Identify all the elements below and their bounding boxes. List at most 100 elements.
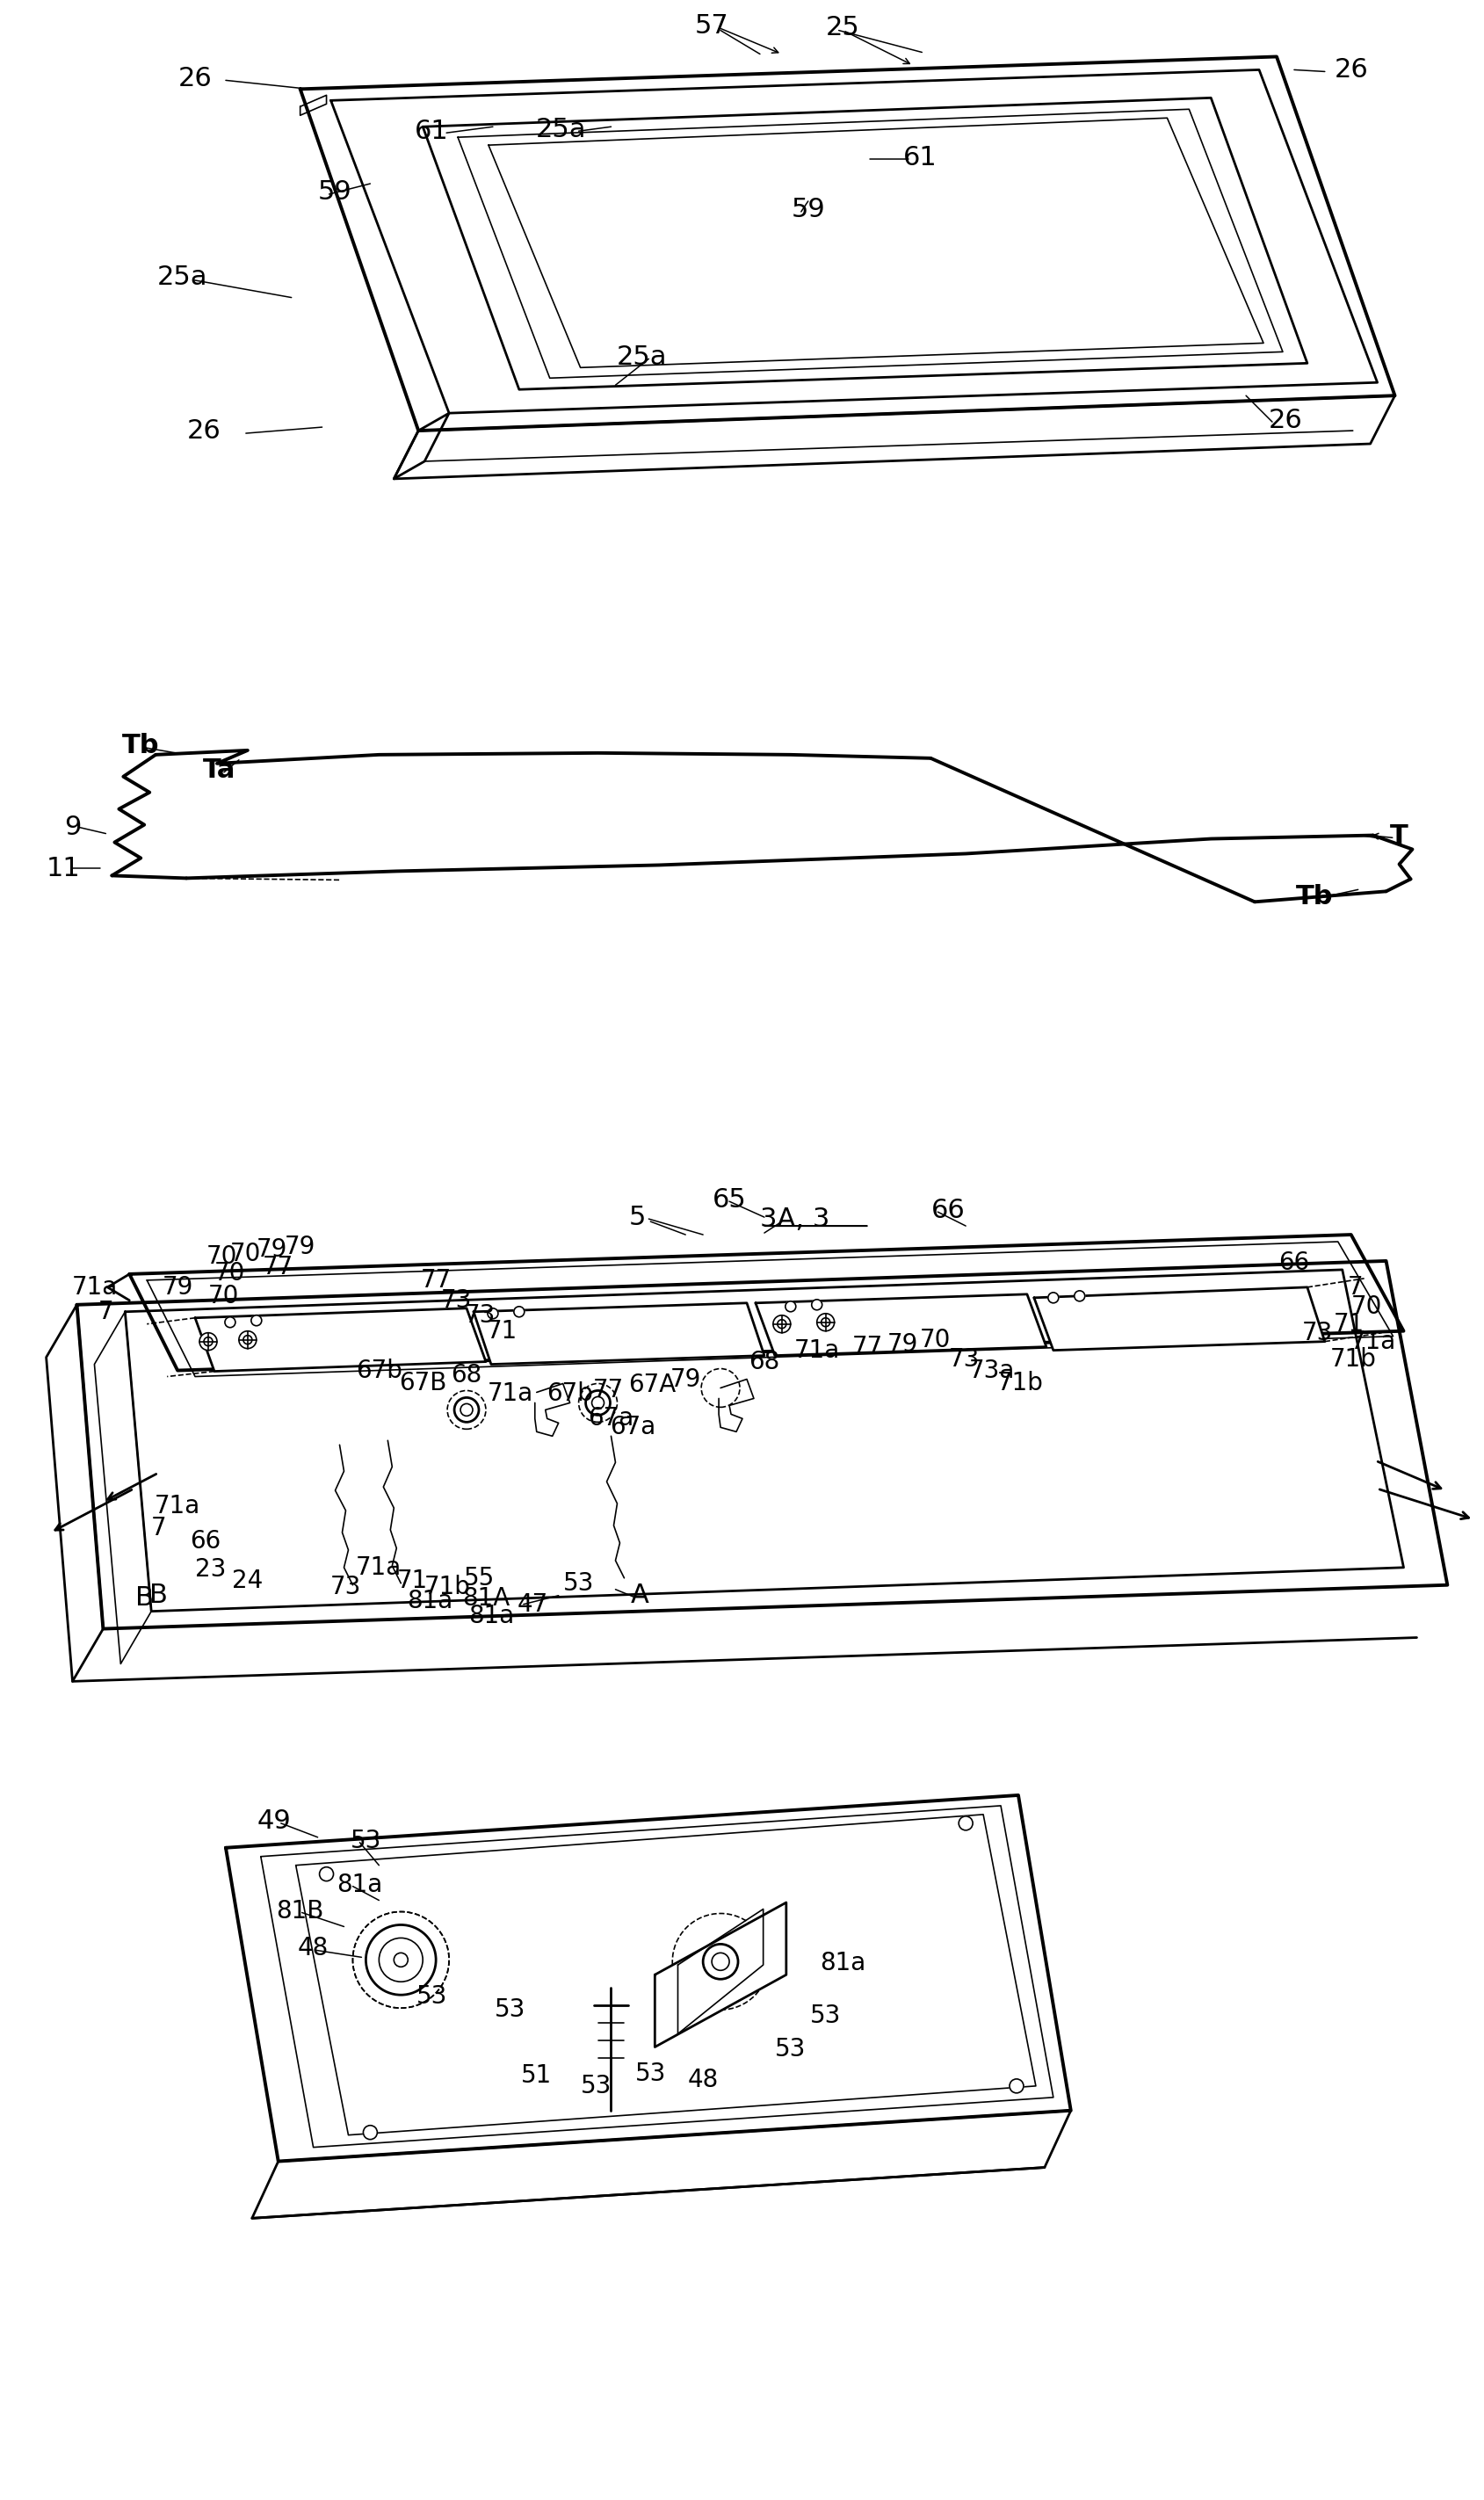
Text: 48: 48: [298, 1935, 329, 1960]
Text: 25: 25: [827, 15, 861, 40]
Polygon shape: [331, 70, 1377, 413]
Text: 66: 66: [932, 1197, 965, 1222]
Circle shape: [1009, 2080, 1024, 2092]
Text: T: T: [1391, 822, 1408, 850]
Text: Tb: Tb: [122, 732, 159, 758]
Circle shape: [226, 1318, 236, 1328]
Text: 61: 61: [414, 118, 448, 145]
Text: 26: 26: [187, 418, 221, 442]
Text: 53: 53: [775, 2037, 806, 2062]
Circle shape: [812, 1300, 822, 1310]
Text: 57: 57: [695, 12, 729, 38]
Text: 73: 73: [441, 1288, 472, 1312]
Circle shape: [364, 2125, 377, 2140]
Text: 70: 70: [230, 1242, 261, 1265]
Circle shape: [239, 1330, 257, 1348]
Circle shape: [460, 1402, 473, 1415]
Text: 66: 66: [190, 1530, 221, 1552]
Text: 25a: 25a: [536, 118, 586, 143]
Text: 66: 66: [1279, 1250, 1310, 1275]
Text: 7: 7: [150, 1515, 166, 1540]
Text: 81B: 81B: [276, 1898, 324, 1922]
Text: Ta: Ta: [203, 758, 236, 782]
Text: 5: 5: [629, 1205, 646, 1230]
Text: 26: 26: [178, 65, 212, 92]
Text: 81a: 81a: [337, 1873, 383, 1898]
Circle shape: [592, 1398, 604, 1410]
Circle shape: [586, 1390, 610, 1415]
Text: 71: 71: [487, 1318, 516, 1342]
Polygon shape: [252, 2110, 1071, 2218]
Circle shape: [454, 1398, 479, 1422]
Circle shape: [513, 1308, 524, 1318]
Text: 70: 70: [1352, 1295, 1383, 1320]
Text: 79: 79: [887, 1332, 919, 1358]
Circle shape: [243, 1335, 252, 1345]
Polygon shape: [393, 412, 450, 480]
Text: 49: 49: [257, 1808, 291, 1835]
Text: 68: 68: [451, 1362, 482, 1388]
Text: 79: 79: [162, 1275, 193, 1300]
Polygon shape: [423, 98, 1307, 390]
Text: 79: 79: [257, 1238, 288, 1262]
Text: 53: 53: [494, 1998, 525, 2022]
Circle shape: [393, 1953, 408, 1968]
Circle shape: [378, 1938, 423, 1982]
Text: 73: 73: [948, 1348, 979, 1373]
Text: B: B: [150, 1582, 168, 1608]
Circle shape: [959, 1815, 972, 1830]
Circle shape: [319, 1868, 334, 1880]
Text: 7: 7: [1347, 1275, 1364, 1300]
Text: 48: 48: [687, 2068, 718, 2092]
Circle shape: [367, 1925, 436, 1995]
Text: 67A: 67A: [628, 1373, 677, 1398]
Circle shape: [703, 1945, 738, 1980]
Text: 53: 53: [350, 1828, 381, 1852]
Text: 71a: 71a: [71, 1275, 117, 1300]
Text: 77: 77: [263, 1255, 294, 1280]
Text: 79: 79: [285, 1235, 316, 1260]
Text: 81A: 81A: [462, 1585, 509, 1610]
Polygon shape: [755, 1295, 1046, 1355]
Text: 77: 77: [420, 1268, 451, 1292]
Circle shape: [488, 1308, 499, 1320]
Circle shape: [712, 1953, 729, 1970]
Text: 71b: 71b: [1330, 1348, 1376, 1373]
Text: 70: 70: [206, 1245, 237, 1270]
Text: 70: 70: [920, 1328, 951, 1353]
Text: 71: 71: [396, 1568, 427, 1592]
Text: 23: 23: [196, 1558, 227, 1582]
Text: 9: 9: [64, 815, 82, 840]
Circle shape: [203, 1338, 212, 1345]
Text: 71: 71: [1334, 1312, 1365, 1338]
Text: 67B: 67B: [399, 1373, 447, 1395]
Text: 26: 26: [1269, 408, 1303, 432]
Text: 3A, 3: 3A, 3: [760, 1205, 830, 1232]
Polygon shape: [300, 58, 1395, 430]
Polygon shape: [226, 1795, 1071, 2162]
Circle shape: [1074, 1290, 1085, 1300]
Text: 73: 73: [464, 1302, 496, 1328]
Text: 81a: 81a: [821, 1950, 867, 1975]
Text: 53: 53: [810, 2003, 841, 2028]
Text: 68: 68: [749, 1350, 779, 1375]
Text: 53: 53: [635, 2062, 666, 2085]
Text: 81a: 81a: [467, 1602, 513, 1628]
Text: 47: 47: [516, 1592, 548, 1618]
Circle shape: [251, 1315, 261, 1325]
Text: A: A: [631, 1582, 649, 1608]
Text: 7: 7: [98, 1300, 113, 1325]
Text: 55: 55: [464, 1565, 496, 1590]
Text: 71a: 71a: [154, 1495, 200, 1518]
Text: 67b: 67b: [356, 1358, 402, 1382]
Text: 59: 59: [318, 180, 352, 205]
Text: 73: 73: [329, 1575, 361, 1600]
Text: Tb: Tb: [1296, 885, 1333, 910]
Text: 77: 77: [852, 1335, 883, 1360]
Circle shape: [773, 1315, 791, 1332]
Text: 79: 79: [669, 1368, 700, 1393]
Text: 71a: 71a: [794, 1338, 840, 1362]
Text: 65: 65: [712, 1188, 746, 1212]
Text: 51: 51: [521, 2062, 552, 2088]
Text: 71b: 71b: [424, 1575, 470, 1600]
